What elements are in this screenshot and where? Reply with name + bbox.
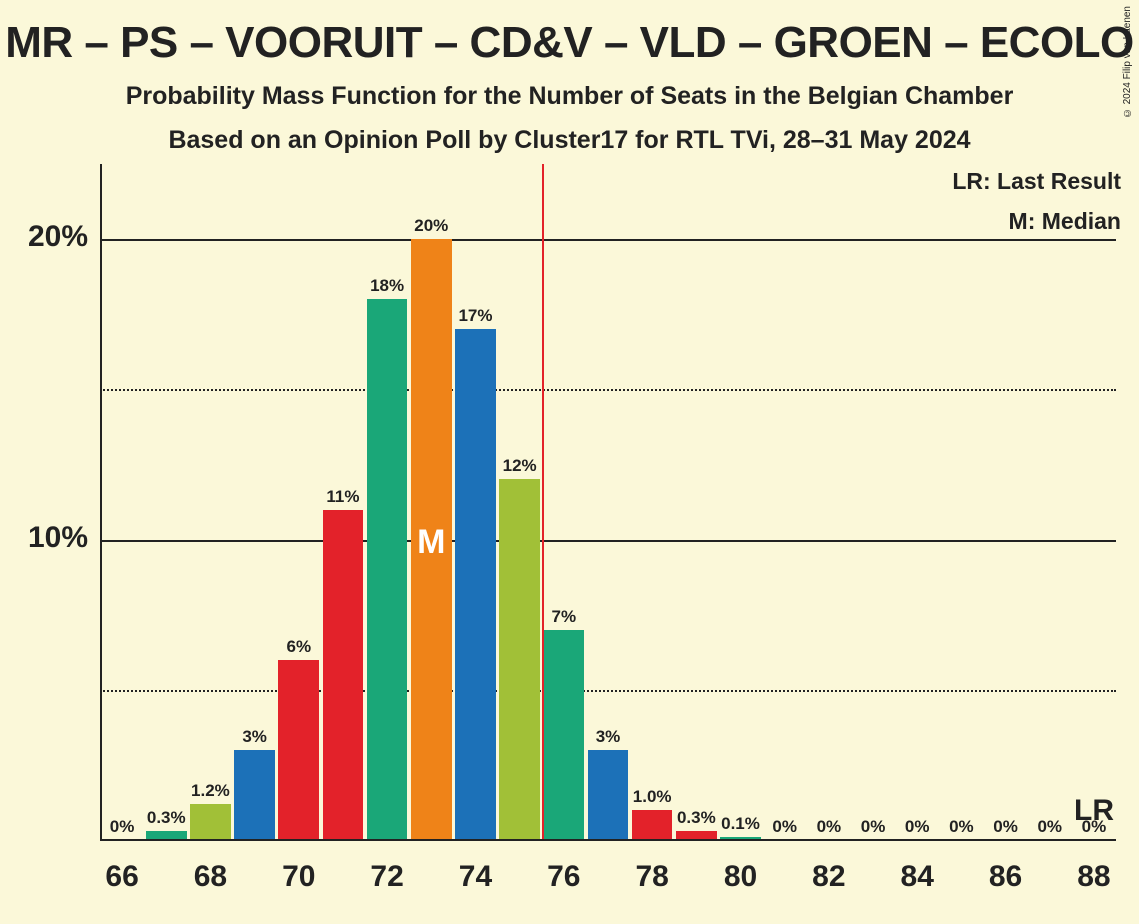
- pmf-bar-value: 0%: [763, 817, 807, 837]
- pmf-bar-value: 20%: [409, 216, 453, 236]
- pmf-bar-value: 3%: [586, 727, 630, 747]
- y-axis-line: [100, 164, 102, 840]
- last-result-line: [542, 164, 544, 840]
- x-axis-line: [100, 839, 1116, 841]
- pmf-bar-value: 7%: [542, 607, 586, 627]
- x-axis-label: 66: [100, 860, 144, 894]
- pmf-bar-value: 1.0%: [630, 787, 674, 807]
- pmf-bar-value: 0.3%: [674, 808, 718, 828]
- pmf-bar: [234, 750, 275, 840]
- pmf-bar-value: 0%: [983, 817, 1027, 837]
- gridline-major: [100, 239, 1116, 241]
- pmf-bar: [190, 804, 231, 840]
- pmf-bar: [323, 510, 364, 840]
- pmf-bar: [367, 299, 408, 840]
- x-axis-label: 80: [718, 860, 762, 894]
- pmf-bar-value: 12%: [498, 456, 542, 476]
- last-result-label: LR: [1074, 794, 1114, 828]
- pmf-bar-value: 0.3%: [144, 808, 188, 828]
- plot-area: 10%20%0%0.3%1.2%3%6%11%18%20%17%12%7%3%1…: [100, 164, 1116, 840]
- x-axis-label: 68: [188, 860, 232, 894]
- pmf-bar-value: 0%: [895, 817, 939, 837]
- pmf-bar-value: 18%: [365, 276, 409, 296]
- y-axis-label: 10%: [0, 521, 88, 555]
- x-axis-label: 70: [277, 860, 321, 894]
- pmf-bar-value: 1.2%: [188, 781, 232, 801]
- gridline-minor: [100, 389, 1116, 391]
- pmf-bar-value: 3%: [233, 727, 277, 747]
- pmf-bar: [588, 750, 629, 840]
- x-axis-label: 74: [453, 860, 497, 894]
- pmf-bar: [455, 329, 496, 840]
- x-axis-label: 78: [630, 860, 674, 894]
- pmf-bar: [278, 660, 319, 840]
- pmf-bar-value: 0%: [807, 817, 851, 837]
- x-axis-label: 88: [1072, 860, 1116, 894]
- pmf-bar-value: 0%: [1028, 817, 1072, 837]
- x-axis-label: 76: [542, 860, 586, 894]
- pmf-bar-value: 17%: [453, 306, 497, 326]
- pmf-bar-value: 11%: [321, 487, 365, 507]
- gridline-major: [100, 540, 1116, 542]
- chart-title: MR – PS – VOORUIT – CD&V – VLD – GROEN –…: [0, 18, 1139, 68]
- chart-subtitle-2: Based on an Opinion Poll by Cluster17 fo…: [0, 126, 1139, 155]
- pmf-bar: [632, 810, 673, 840]
- pmf-bar-value: 6%: [277, 637, 321, 657]
- x-axis-label: 72: [365, 860, 409, 894]
- y-axis-label: 20%: [0, 220, 88, 254]
- pmf-bar-value: 0.1%: [718, 814, 762, 834]
- chart-canvas: © 2024 Filip van Laenen MR – PS – VOORUI…: [0, 0, 1139, 924]
- x-axis-label: 84: [895, 860, 939, 894]
- pmf-bar-value: 0%: [100, 817, 144, 837]
- pmf-bar-value: 0%: [939, 817, 983, 837]
- x-axis-label: 86: [983, 860, 1027, 894]
- pmf-bar: [499, 479, 540, 840]
- pmf-bar-value: 0%: [851, 817, 895, 837]
- median-marker: M: [411, 523, 452, 562]
- pmf-bar: [544, 630, 585, 840]
- chart-subtitle-1: Probability Mass Function for the Number…: [0, 82, 1139, 111]
- x-axis-label: 82: [807, 860, 851, 894]
- gridline-minor: [100, 690, 1116, 692]
